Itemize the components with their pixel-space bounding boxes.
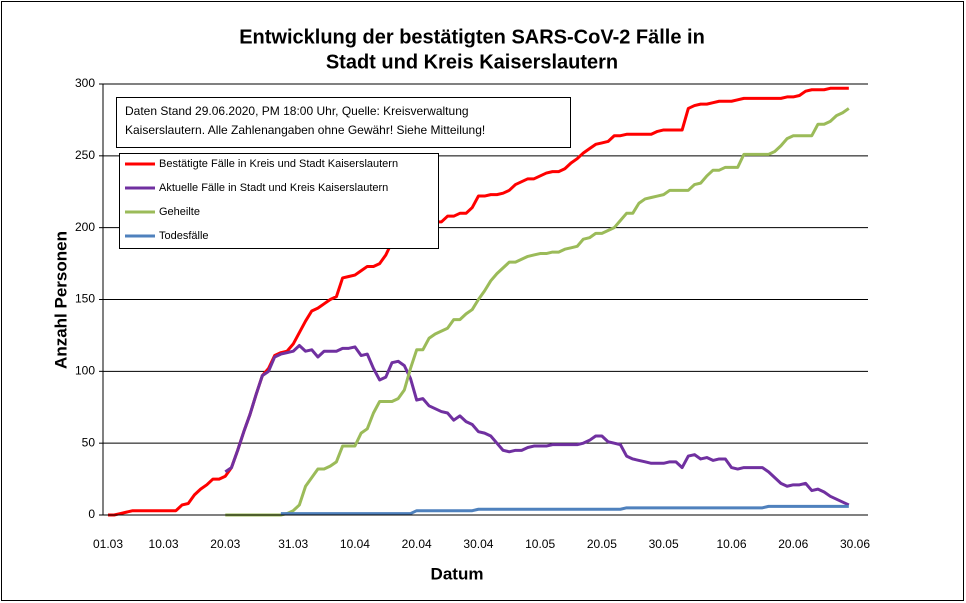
x-tick-label: 10.05 (525, 537, 555, 551)
y-tick-label: 250 (75, 148, 95, 162)
chart-title: Entwicklung der bestätigten SARS-CoV-2 F… (239, 26, 705, 48)
series-line (280, 504, 849, 516)
y-tick-label: 200 (75, 220, 95, 234)
y-axis-label: Anzahl Personen (51, 231, 70, 369)
legend-label: Bestätigte Fälle in Kreis und Stadt Kais… (159, 158, 398, 170)
x-axis-label: Datum (431, 564, 484, 583)
y-tick-label: 300 (75, 76, 95, 90)
legend-items: Bestätigte Fälle in Kreis und Stadt Kais… (125, 158, 398, 242)
x-tick-label: 10.04 (340, 537, 370, 551)
x-tick-label: 30.06 (840, 537, 870, 551)
chart-title: Stadt und Kreis Kaiserslautern (326, 51, 618, 73)
series-line (225, 107, 850, 517)
x-tick-label: 10.06 (717, 537, 747, 551)
y-tick-label: 100 (75, 364, 95, 378)
x-tick-label: 10.03 (149, 537, 179, 551)
x-tick-label: 20.06 (778, 537, 808, 551)
y-tick-label: 150 (75, 292, 95, 306)
legend-label: Geheilte (159, 206, 200, 218)
y-tick-label: 50 (82, 435, 96, 449)
annotation: Daten Stand 29.06.2020, PM 18:00 Uhr, Qu… (125, 104, 469, 118)
series-line (224, 343, 850, 507)
x-tick-label: 20.03 (210, 537, 240, 551)
x-tick-label: 30.04 (463, 537, 493, 551)
annotation: Kaiserslautern. Alle Zahlenangaben ohne … (125, 123, 485, 137)
annotation-box (116, 97, 571, 148)
legend (119, 153, 439, 249)
x-tick-label: 01.03 (93, 537, 123, 551)
legend-label: Aktuelle Fälle in Stadt und Kreis Kaiser… (159, 182, 388, 194)
x-tick-label: 31.03 (278, 537, 308, 551)
plot-lines (108, 86, 850, 517)
x-tick-label: 30.05 (649, 537, 679, 551)
y-tick-label: 0 (88, 507, 95, 521)
x-tick-label: 20.05 (587, 537, 617, 551)
legend-label: Todesfälle (159, 230, 209, 242)
x-tick-label: 20.04 (402, 537, 432, 551)
